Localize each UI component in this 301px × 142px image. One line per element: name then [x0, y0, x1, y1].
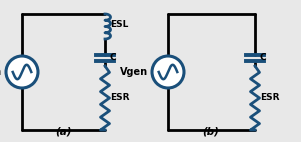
Text: Vgen: Vgen	[120, 67, 148, 77]
Text: C: C	[110, 54, 116, 62]
Circle shape	[152, 56, 184, 88]
Text: ESL: ESL	[110, 20, 128, 29]
Text: C: C	[260, 54, 267, 62]
Text: (a): (a)	[55, 127, 71, 137]
Text: Vgen: Vgen	[0, 67, 2, 77]
Circle shape	[6, 56, 38, 88]
Text: (b): (b)	[203, 127, 219, 137]
Text: ESR: ESR	[110, 93, 129, 103]
Text: ESR: ESR	[260, 93, 280, 103]
